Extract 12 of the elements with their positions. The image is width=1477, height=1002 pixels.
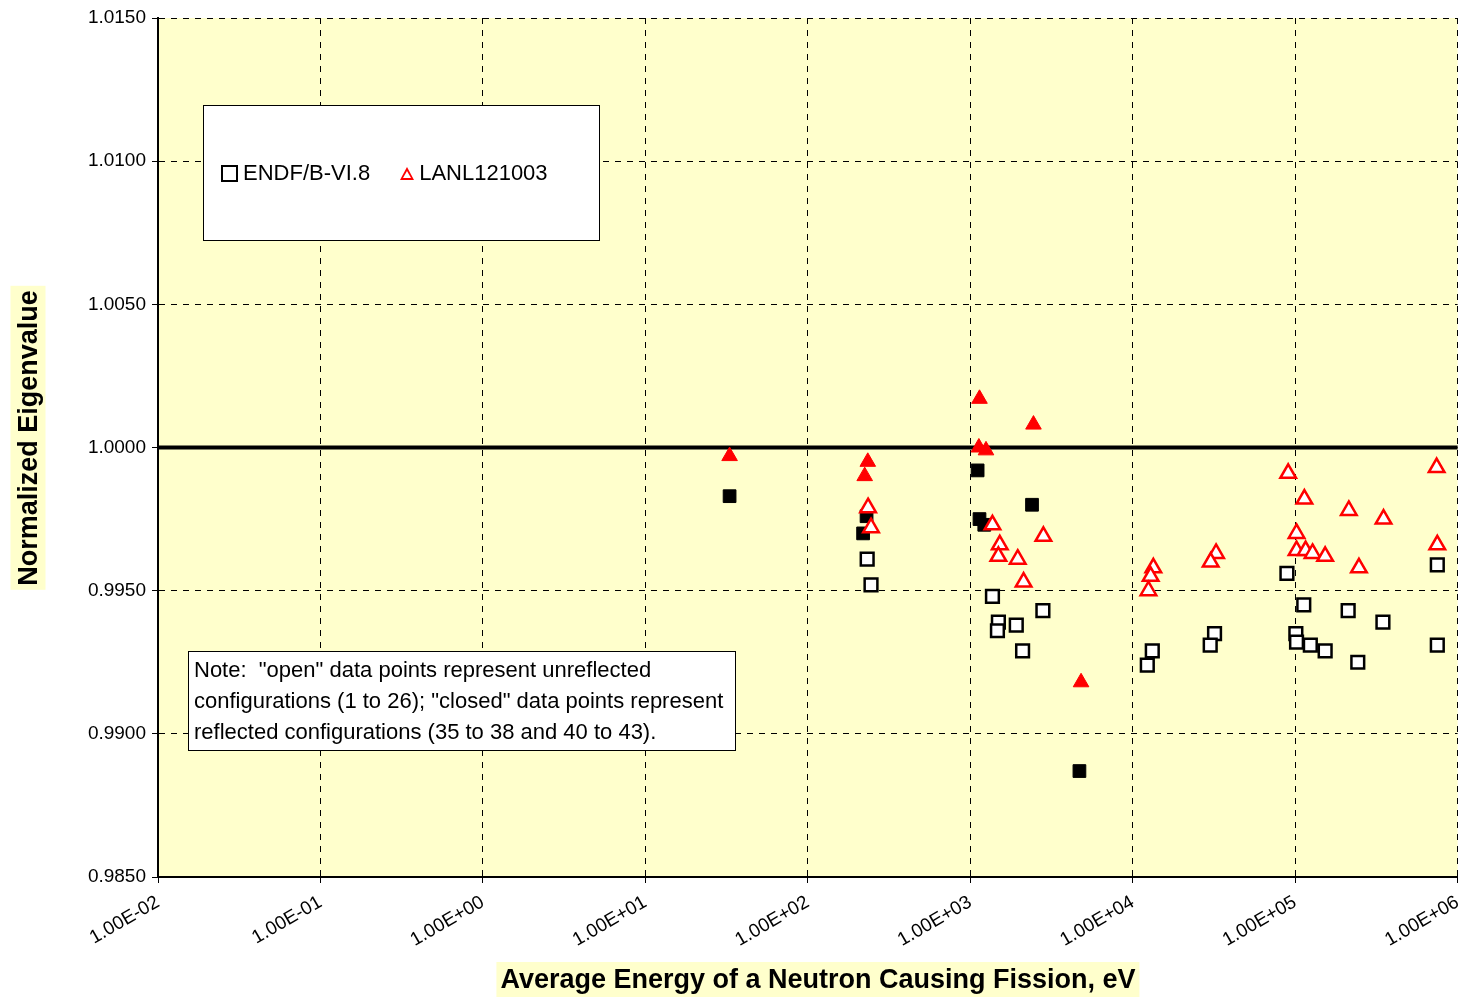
y-axis-title: Normalized Eigenvalue (10, 286, 46, 590)
legend-label: ENDF/B-VI.8 (243, 160, 371, 186)
annotation: Note: "open" data points represent unreflected configurations (1 to 26); "closed" data points represent reflected configurations (35 to 38 and 40 to 43). (188, 651, 736, 751)
y-tick-label: 0.9900 (87, 722, 146, 744)
y-tick-label: 0.9850 (87, 865, 146, 887)
y-tick-label: 1.0150 (87, 6, 146, 28)
legend-label: LANL121003 (419, 160, 548, 186)
y-tick-label: 1.0050 (87, 292, 146, 314)
y-tick-label: 1.0100 (87, 149, 146, 171)
y-tick-label: 0.9950 (87, 578, 146, 600)
y-tick-label: 1.0000 (87, 435, 146, 457)
x-axis-title: Average Energy of a Neutron Causing Fission, eV (496, 962, 1140, 997)
